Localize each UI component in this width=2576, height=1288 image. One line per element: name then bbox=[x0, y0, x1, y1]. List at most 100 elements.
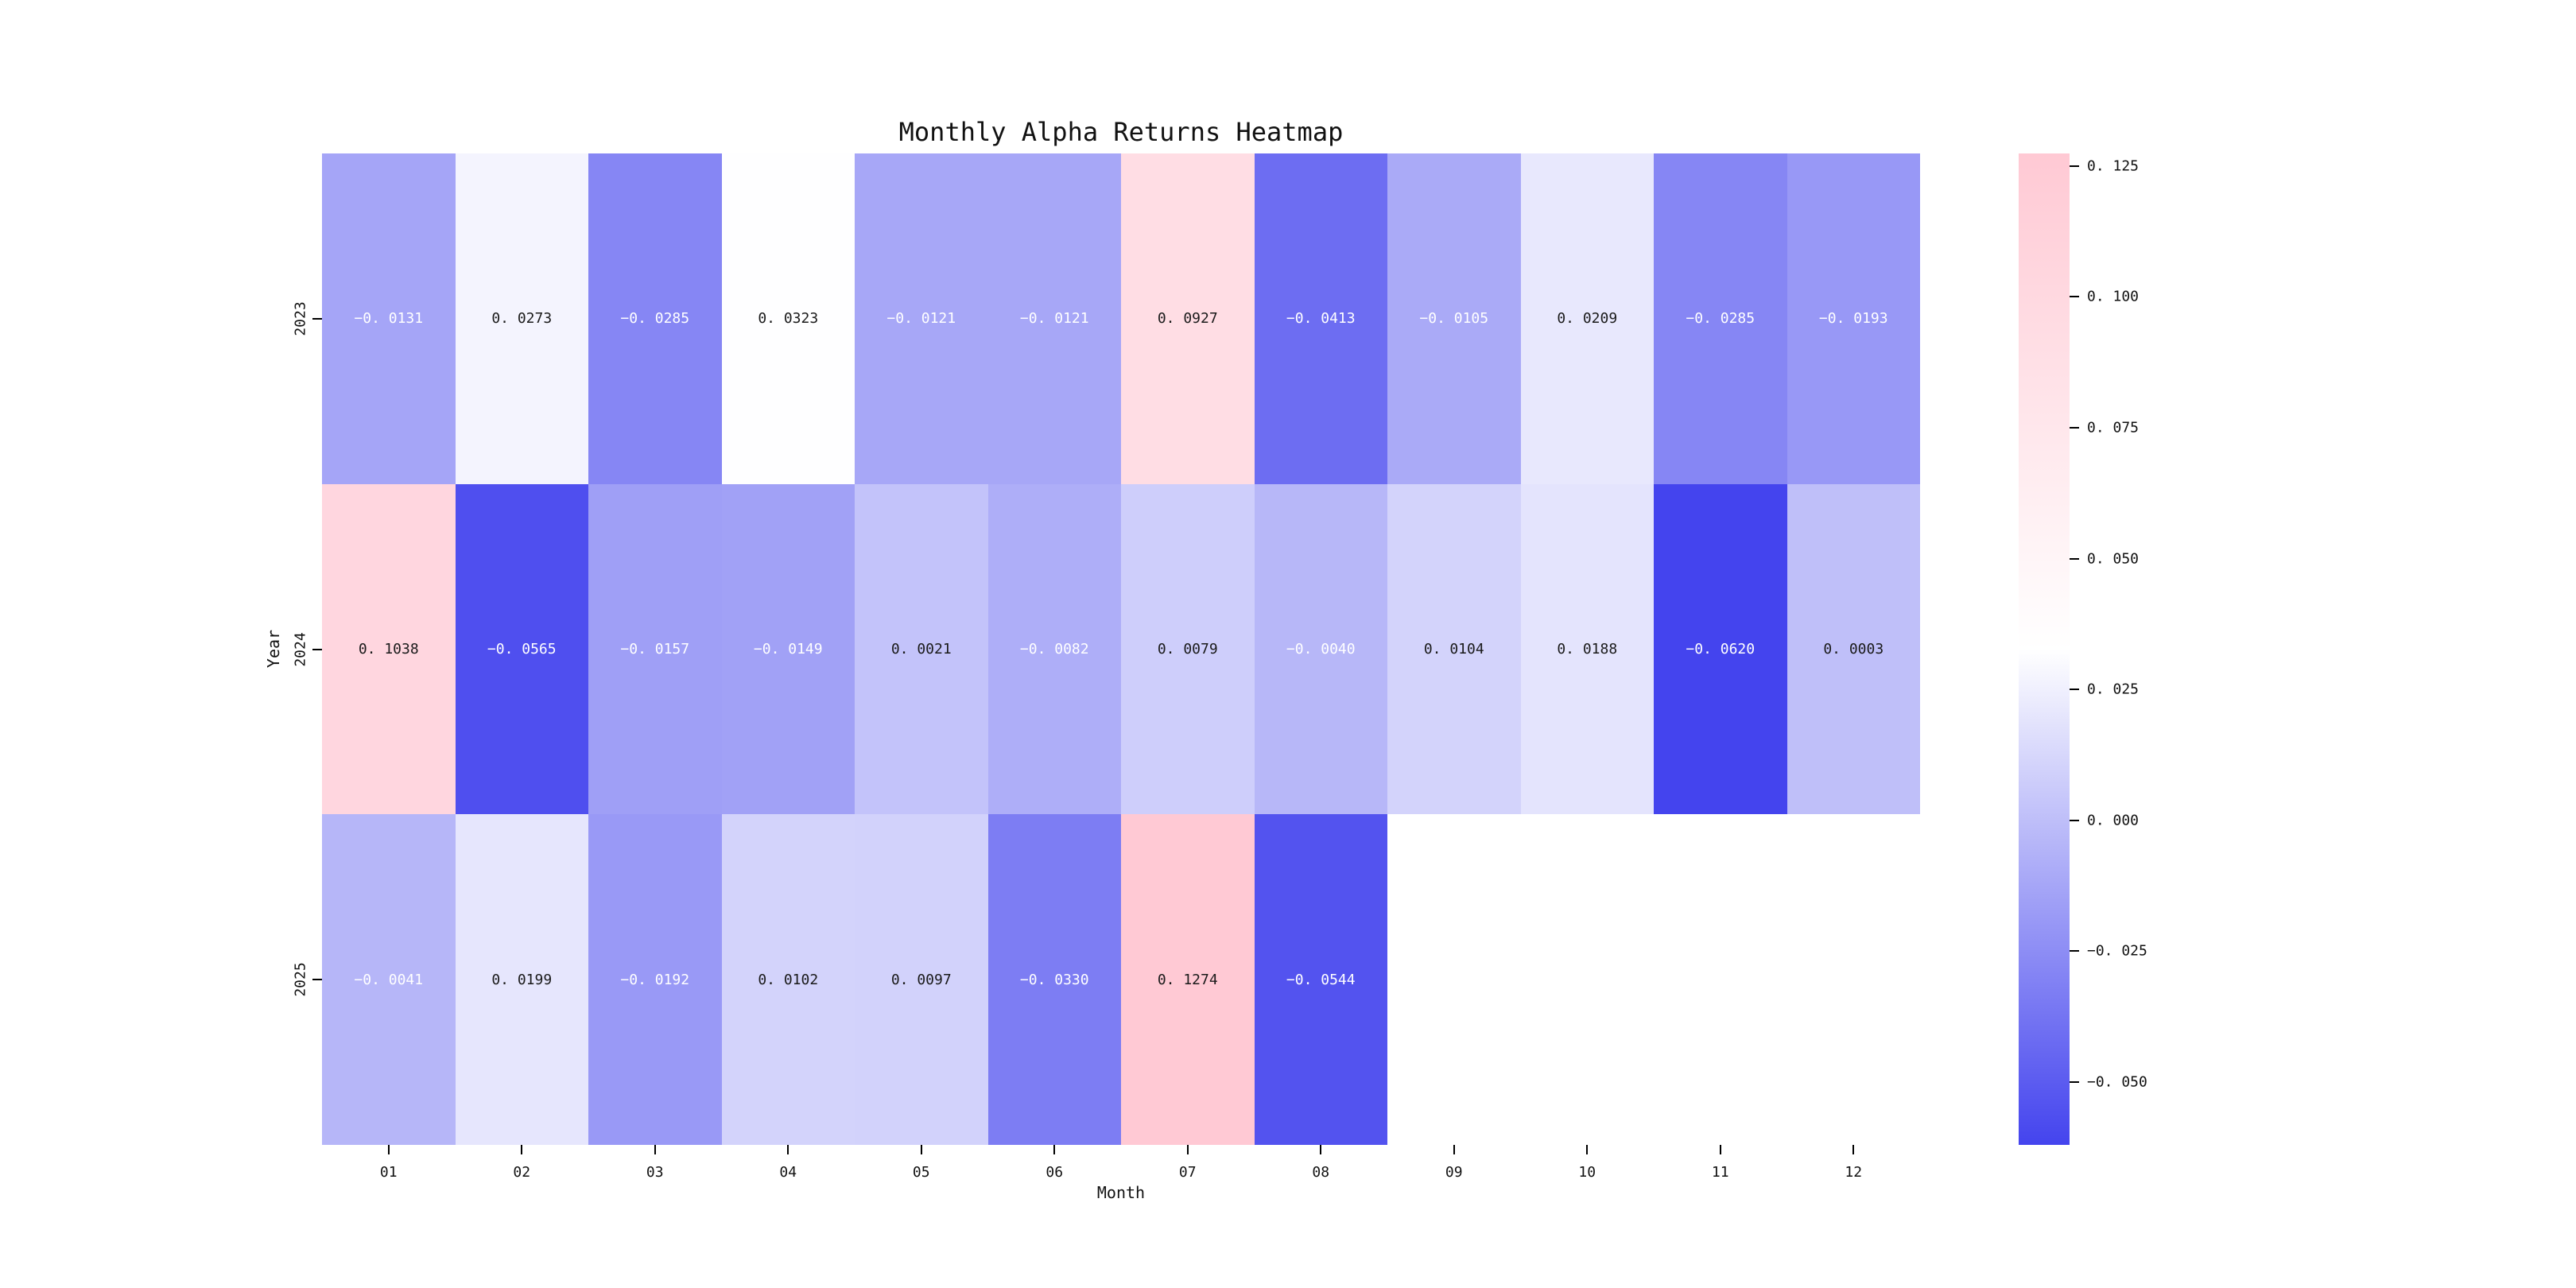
heatmap-cell-2025-08: −0. 0544 bbox=[1254, 814, 1387, 1145]
cell-value: −0. 0192 bbox=[620, 971, 690, 988]
cell-value: 0. 0097 bbox=[890, 971, 952, 988]
cell-value: −0. 0149 bbox=[753, 640, 823, 658]
heatmap-grid: −0. 0131 0. 0273 −0. 0285 0. 0323 −0. 0121 −0… bbox=[322, 153, 1920, 1145]
heatmap-cell-2025-07: 0. 1274 bbox=[1121, 814, 1255, 1145]
x-tick-mark bbox=[787, 1145, 789, 1154]
x-tick-label-05: 05 bbox=[912, 1164, 930, 1181]
cell-value: 0. 1038 bbox=[358, 640, 419, 658]
cell-value: −0. 0620 bbox=[1686, 640, 1755, 658]
colorbar-tick-mark bbox=[2070, 689, 2079, 691]
colorbar-tick-mark bbox=[2070, 1080, 2079, 1083]
x-tick-mark bbox=[1586, 1145, 1589, 1154]
heatmap-cell-2024-03: −0. 0157 bbox=[588, 483, 722, 815]
x-axis-label: Month bbox=[1096, 1183, 1146, 1202]
heatmap-cell-2024-05: 0. 0021 bbox=[855, 483, 988, 815]
colorbar-tick-label: 0. 050 bbox=[2087, 550, 2140, 568]
heatmap-cell-2024-11: −0. 0620 bbox=[1654, 483, 1787, 815]
cell-value: 0. 0188 bbox=[1557, 640, 1618, 658]
cell-value: −0. 0285 bbox=[1686, 310, 1755, 328]
cell-value: −0. 0082 bbox=[1019, 640, 1089, 658]
x-tick-label-02: 02 bbox=[513, 1164, 531, 1181]
x-tick-label-03: 03 bbox=[646, 1164, 664, 1181]
colorbar-tick-mark bbox=[2070, 426, 2079, 429]
x-tick-mark bbox=[1453, 1145, 1455, 1154]
colorbar-tick-label: 0. 000 bbox=[2087, 812, 2140, 829]
colorbar-tick-label: −0. 050 bbox=[2087, 1073, 2147, 1091]
x-tick-label-08: 08 bbox=[1312, 1164, 1330, 1181]
heatmap-cell-2024-02: −0. 0565 bbox=[455, 483, 588, 815]
y-tick-mark bbox=[312, 979, 322, 981]
x-tick-label-07: 07 bbox=[1178, 1164, 1197, 1181]
cell-value: −0. 0131 bbox=[354, 310, 424, 328]
cell-value: 0. 0104 bbox=[1423, 640, 1484, 658]
heatmap-cell-2023-07: 0. 0927 bbox=[1121, 153, 1255, 484]
chart-title: Monthly Alpha Returns Heatmap bbox=[898, 117, 1344, 147]
heatmap-cell-2025-03: −0. 0192 bbox=[588, 814, 722, 1145]
heatmap-cell-2025-09 bbox=[1387, 814, 1521, 1145]
heatmap-cell-2023-09: −0. 0105 bbox=[1387, 153, 1521, 484]
cell-value: 0. 0927 bbox=[1157, 310, 1218, 328]
cell-value: −0. 0105 bbox=[1419, 310, 1489, 328]
x-tick-mark bbox=[521, 1145, 523, 1154]
cell-value: −0. 0157 bbox=[620, 640, 690, 658]
x-tick-mark bbox=[1852, 1145, 1855, 1154]
colorbar-tick-label: 0. 125 bbox=[2087, 157, 2140, 175]
heatmap-cell-2025-11 bbox=[1654, 814, 1787, 1145]
cell-value: 0. 0021 bbox=[890, 640, 952, 658]
y-axis-label: Year bbox=[264, 629, 283, 669]
cell-value: 0. 0273 bbox=[491, 310, 553, 328]
heatmap-cell-2023-05: −0. 0121 bbox=[855, 153, 988, 484]
heatmap-cell-2024-06: −0. 0082 bbox=[987, 483, 1121, 815]
heatmap-cell-2023-12: −0. 0193 bbox=[1787, 153, 1920, 484]
colorbar-tick-mark bbox=[2070, 819, 2079, 821]
heatmap-cell-2023-08: −0. 0413 bbox=[1254, 153, 1387, 484]
heatmap-cell-2025-02: 0. 0199 bbox=[455, 814, 588, 1145]
x-tick-mark bbox=[1186, 1145, 1189, 1154]
x-tick-label-01: 01 bbox=[379, 1164, 398, 1181]
heatmap-cell-2024-10: 0. 0188 bbox=[1520, 483, 1654, 815]
heatmap-cell-2023-10: 0. 0209 bbox=[1520, 153, 1654, 484]
cell-value: −0. 0040 bbox=[1286, 640, 1356, 658]
colorbar-tick-label: −0. 025 bbox=[2087, 942, 2147, 960]
y-tick-label-2025: 2025 bbox=[292, 962, 309, 997]
heatmap-cell-2024-04: −0. 0149 bbox=[721, 483, 855, 815]
x-tick-label-10: 10 bbox=[1578, 1164, 1596, 1181]
heatmap-cell-2023-04: 0. 0323 bbox=[721, 153, 855, 484]
cell-value: −0. 0121 bbox=[1019, 310, 1089, 328]
heatmap-cell-2023-06: −0. 0121 bbox=[987, 153, 1121, 484]
cell-value: −0. 0544 bbox=[1286, 971, 1356, 988]
cell-value: 0. 1274 bbox=[1157, 971, 1218, 988]
y-tick-label-2024: 2024 bbox=[292, 631, 309, 667]
heatmap-cell-2024-07: 0. 0079 bbox=[1121, 483, 1255, 815]
heatmap-cell-2025-01: −0. 0041 bbox=[322, 814, 456, 1145]
colorbar-tick-mark bbox=[2070, 165, 2079, 167]
cell-value: 0. 0003 bbox=[1823, 640, 1884, 658]
cell-value: −0. 0330 bbox=[1019, 971, 1089, 988]
heatmap-cell-2025-10 bbox=[1520, 814, 1654, 1145]
cell-value: −0. 0193 bbox=[1818, 310, 1888, 328]
heatmap-cell-2024-12: 0. 0003 bbox=[1787, 483, 1920, 815]
x-tick-label-09: 09 bbox=[1445, 1164, 1463, 1181]
heatmap-cell-2024-08: −0. 0040 bbox=[1254, 483, 1387, 815]
x-tick-mark bbox=[920, 1145, 922, 1154]
cell-value: −0. 0285 bbox=[620, 310, 690, 328]
colorbar-tick-label: 0. 025 bbox=[2087, 681, 2140, 698]
x-tick-label-04: 04 bbox=[779, 1164, 797, 1181]
cell-value: 0. 0199 bbox=[491, 971, 553, 988]
x-tick-mark bbox=[1053, 1145, 1056, 1154]
heatmap-cell-2025-12 bbox=[1787, 814, 1920, 1145]
y-tick-mark bbox=[312, 648, 322, 650]
heatmap-cell-2025-05: 0. 0097 bbox=[855, 814, 988, 1145]
x-tick-label-12: 12 bbox=[1845, 1164, 1863, 1181]
cell-value: 0. 0323 bbox=[758, 310, 819, 328]
x-tick-label-06: 06 bbox=[1046, 1164, 1064, 1181]
cell-value: −0. 0413 bbox=[1286, 310, 1356, 328]
colorbar-tick-mark bbox=[2070, 557, 2079, 560]
colorbar-tick-label: 0. 100 bbox=[2087, 288, 2140, 305]
colorbar bbox=[2019, 153, 2070, 1145]
heatmap-cell-2024-09: 0. 0104 bbox=[1387, 483, 1521, 815]
x-tick-mark bbox=[654, 1145, 656, 1154]
cell-value: 0. 0102 bbox=[758, 971, 819, 988]
colorbar-tick-label: 0. 075 bbox=[2087, 419, 2140, 436]
